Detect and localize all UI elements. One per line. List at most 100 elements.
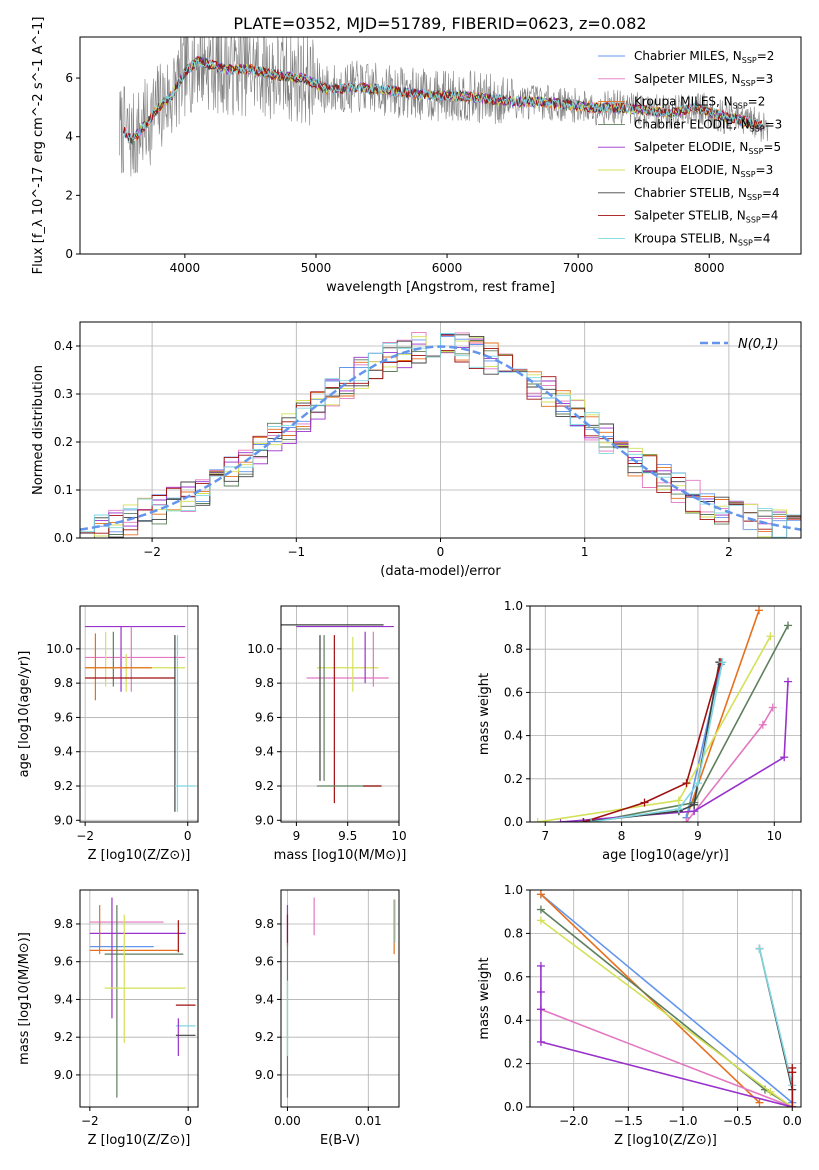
weight-point-marker [640,798,649,807]
x-tick-label: 0 [184,829,192,843]
y-tick-label: 9.6 [54,955,73,969]
weight-point-marker [682,779,691,788]
weight-point-marker [766,632,775,641]
x-tick-label: 9 [293,829,301,843]
y-tick-label: 9.4 [54,992,73,1006]
y-tick-label: 0.6 [504,685,523,699]
x-tick-label: −0.5 [723,1114,752,1128]
weight-point-marker [788,1103,797,1107]
x-tick-label: −2.0 [559,1114,588,1128]
x-axis-label: (data-model)/error [380,564,501,579]
age-vs-mass-panel: 9 9.5 10 9.0 9.2 9.4 9.6 9.8 10.0 mass [log10(M/M… [247,605,407,863]
weight-series-line [758,948,794,1107]
y-axis-label: Normed distribution [31,365,46,495]
y-tick-label: 10.0 [247,642,274,656]
legend-entry: Kroupa MILES, NSSP=2 [634,95,765,111]
y-tick-label: 9.6 [255,710,274,724]
axes-frame [79,36,802,255]
y-tick-label: 0.0 [54,531,73,545]
y-axis-label: mass weight [477,957,492,1039]
weight-point-marker [755,1098,764,1107]
y-tick-label: 9.0 [54,813,73,827]
x-tick-label: 9 [694,829,702,843]
plot-area [281,624,394,804]
y-tick-label: 9.8 [255,917,274,931]
legend-entry: Kroupa STELIB, NSSP=4 [634,231,771,247]
x-tick-label: −2 [143,545,161,559]
y-tick-label: 9.8 [54,676,73,690]
legend-entry: Chabrier MILES, NSSP=2 [634,49,774,65]
x-tick-label: 9.5 [338,829,357,843]
y-tick-label: 2 [65,188,73,202]
y-tick-label: 0.8 [504,642,523,656]
y-tick-label: 9.0 [255,1068,274,1082]
x-tick-label: 8 [618,829,626,843]
weight-series-line [537,635,772,822]
grid-lines [281,606,400,822]
y-tick-label: 0.0 [504,815,523,829]
axes-frame [79,889,199,1108]
x-tick-label: 0 [184,1114,192,1128]
legend-entry: Chabrier STELIB, NSSP=4 [634,186,780,202]
weight-point-marker [755,606,764,615]
mass-vs-z-panel: −2 0 9.0 9.2 9.4 9.6 9.8 Z [log10(Z/Z⊙)] mass [l… [17,889,199,1148]
x-axis-label: age [log10(age/yr)] [602,848,729,863]
spectrum-panel: Chabrier MILES, NSSP=2 Salpeter MILES, NS… [31,17,802,295]
weight-point-marker [674,796,683,805]
y-tick-label: 9.8 [54,917,73,931]
weight-point-marker [536,1005,545,1014]
weight-point-marker [784,621,793,630]
y-tick-label: 9.2 [255,1030,274,1044]
x-tick-label: 5000 [301,261,332,275]
axes-frame [529,889,802,1108]
weight-point-marker [536,961,545,970]
y-tick-label: 9.2 [54,1030,73,1044]
axes-frame [280,605,400,823]
age-vs-z-panel: −2 0 9.0 9.2 9.4 9.6 9.8 10.0 Z [log10(Z/Z⊙)] age… [17,605,199,863]
normal-reference-curve [80,345,801,531]
weight-point-marker [587,818,596,822]
weight-series-line [540,1008,793,1107]
y-axis-label: mass weight [477,673,492,755]
x-tick-label: −1.0 [668,1114,697,1128]
legend-entry: Salpeter STELIB, NSSP=4 [634,209,778,225]
weight-series-line [540,893,793,1104]
weight-point-marker [766,1087,775,1096]
error-bar [85,626,186,692]
y-tick-label: 9.2 [54,779,73,793]
weight-point-marker [536,905,545,914]
weight-point-marker [536,916,545,925]
weight-point-marker [780,753,789,762]
mass-vs-ebv-panel: 0.00 0.01 9.0 9.2 9.4 9.6 9.8 E(B-V) [255,889,400,1148]
legend-entry: Salpeter MILES, NSSP=3 [634,72,773,88]
weight-point-marker [533,818,542,822]
weight-series-line [540,919,793,1107]
y-tick-label: 0.8 [504,926,523,940]
axes-frame [280,889,400,1108]
y-tick-label: 9.0 [255,813,274,827]
weight-point-marker [784,677,793,686]
x-tick-label: 0 [437,545,445,559]
error-bar [85,633,152,701]
y-tick-label: 9.6 [255,955,274,969]
x-axis-label: wavelength [Angstrom, rest frame] [326,280,555,295]
y-tick-label: 1.0 [504,883,523,897]
x-tick-label: −1.5 [614,1114,643,1128]
legend-entry: N(0,1) [738,337,779,352]
y-tick-label: 0.2 [54,435,73,449]
residuals-panel: N(0,1) −2 −1 0 1 2 0.0 0.1 0.2 0.3 0.4 (data-model)… [31,321,802,579]
plot-area [286,897,396,1098]
y-tick-label: 0.1 [54,483,73,497]
weight-vs-age-panel: 7 8 9 10 0.0 0.2 0.4 0.6 0.8 1.0 age [log10(age/yr… [477,599,802,863]
y-tick-label: 9.4 [54,745,73,759]
y-tick-label: 9.2 [255,779,274,793]
y-axis-label: age [log10(age/yr)] [17,651,32,778]
x-tick-label: −2 [81,1114,99,1128]
legend-entry: Kroupa ELODIE, NSSP=3 [634,163,773,179]
model-spectrum-line [122,56,762,143]
x-tick-label: 0.00 [274,1114,301,1128]
x-tick-label: 1 [581,545,589,559]
weight-point-marker [758,720,767,729]
y-tick-label: 6 [65,71,73,85]
plot-area [533,606,793,822]
